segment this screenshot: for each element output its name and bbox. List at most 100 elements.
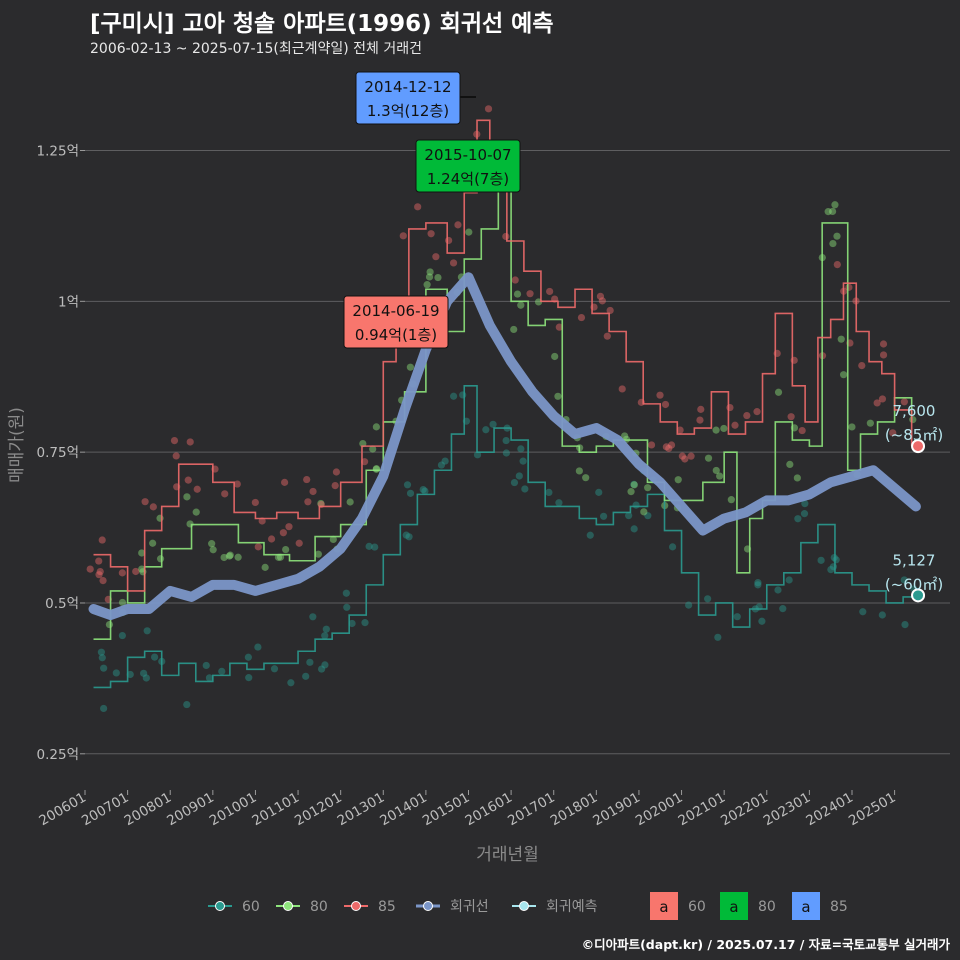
scatter-point-85 [603,332,611,340]
scatter-point-80 [282,545,290,554]
scatter-point-80 [712,466,720,475]
prediction-value-label: 5,127 [893,551,936,569]
scatter-point-60 [343,603,351,611]
legend-key-marker [283,901,293,911]
scatter-point-85 [254,543,262,551]
scatter-point-80 [434,273,442,282]
scatter-point-85 [511,276,519,284]
callout-box-80 [415,139,521,193]
scatter-point-80 [208,540,216,548]
scatter-point-85 [427,230,435,238]
callout-date: 2014-06-19 [352,302,439,320]
scatter-point-60 [901,621,909,629]
chart-subtitle: 2006-02-13 ~ 2025-07-15(최근계약일) 전체 거래건 [90,41,422,57]
chart-title: [구미시] 고아 청솔 아파트(1996) 회귀선 예측 [90,11,554,37]
legend-key-marker [215,901,225,911]
legend-box-key [792,892,820,920]
scatter-point-85 [99,577,107,585]
legend-box-label: 60 [688,899,706,915]
scatter-point-85 [726,403,734,412]
prediction-marker-85 [911,439,926,454]
scatter-point-80 [833,232,841,240]
scatter-point-85 [845,283,853,291]
scatter-point-80 [138,565,146,573]
scatter-point-60 [254,643,262,651]
scatter-point-60 [878,611,886,619]
scatter-point-60 [421,487,429,495]
scatter-point-85 [332,468,341,476]
scatter-point-60 [685,601,693,609]
scatter-point-60 [733,613,741,621]
scatter-point-85 [170,436,179,445]
callout-price: 1.3억(12층) [367,102,449,120]
scatter-point-60 [100,664,108,672]
scatter-point-60 [371,543,379,551]
scatter-point-85 [526,290,534,298]
scatter-point-60 [402,531,410,539]
scatter-point-85 [96,567,104,576]
scatter-point-60 [309,613,317,621]
scatter-point-60 [625,512,633,520]
x-tick-label: 201501 [420,790,473,830]
scatter-point-85 [798,426,806,435]
scatter-point-85 [502,232,510,241]
scatter-point-60 [600,512,608,520]
scatter-point-85 [787,413,795,421]
legend-label: 회귀예측 [546,899,598,915]
scatter-point-85 [662,443,670,451]
scatter-point-85 [873,399,881,407]
scatter-point-60 [829,563,838,571]
scatter-point-85 [309,487,317,496]
scatter-point-85 [172,452,180,460]
scatter-point-80 [720,424,728,433]
legend-label: 회귀선 [450,899,489,915]
scatter-point-60 [800,510,809,518]
prediction-value-label: 7,600 [893,402,936,420]
scatter-point-80 [465,228,473,236]
scatter-point-80 [156,555,165,563]
scatter-point-60 [758,617,766,625]
scatter-point-60 [459,391,467,399]
scatter-point-60 [704,595,712,603]
scatter-point-85 [596,292,605,300]
callout-date: 2015-10-07 [424,146,511,164]
scatter-point-85 [221,490,229,498]
scatter-point-60 [482,426,490,434]
scatter-point-80 [317,499,325,508]
scatter-point-60 [785,576,793,584]
scatter-point-80 [727,496,735,504]
legend-box-label: 80 [758,899,776,915]
scatter-point-60 [630,525,638,533]
scatter-point-80 [674,476,682,484]
scatter-point-60 [515,472,523,480]
scatter-point-80 [704,454,713,462]
scatter-point-85 [141,498,149,506]
prediction-area-label: (~85㎡) [885,426,943,444]
scatter-point-60 [521,485,529,493]
scatter-point-85 [95,571,103,579]
scatter-point-60 [473,451,482,459]
scatter-point-80 [423,281,431,289]
scatter-point-60 [202,661,210,670]
scatter-point-60 [365,542,373,550]
scatter-point-60 [859,608,867,616]
x-tick-label: 202001 [633,790,686,830]
scatter-point-80 [824,208,832,216]
scatter-point-85 [149,503,157,511]
scatter-point-60 [900,576,908,584]
scatter-point-60 [405,533,413,541]
scatter-point-85 [432,253,440,261]
x-tick-label: 201701 [505,790,558,830]
scatter-point-80 [226,551,234,559]
scatter-point-60 [151,653,159,661]
callout-price: 1.24억(7층) [427,170,509,188]
scatter-point-60 [98,654,106,662]
scatter-point-60 [403,481,412,489]
scatter-point-80 [716,472,724,480]
scatter-point-80 [234,553,242,561]
scatter-point-85 [546,287,554,296]
scatter-point-85 [696,416,704,424]
x-tick-label: 201301 [335,790,388,830]
scatter-point-60 [100,704,108,713]
scatter-point-85 [555,323,563,331]
